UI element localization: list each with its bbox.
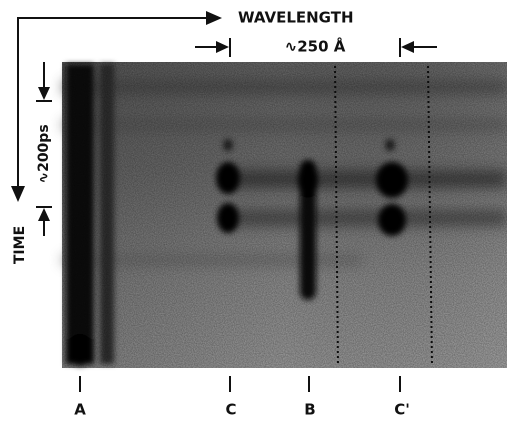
line-label: A: [74, 401, 86, 419]
line-label: C: [225, 401, 236, 419]
x-scale: ∿250 Å: [285, 37, 346, 56]
y-scale: ∿200ps: [36, 124, 52, 183]
line-label: C': [394, 401, 410, 419]
streak-image: [62, 62, 507, 368]
x-label: WAVELENGTH: [238, 9, 354, 27]
line-label: B: [304, 401, 315, 419]
y-label: TIME: [12, 226, 28, 264]
figure: WAVELENGTH ∿250 Å TIME ∿200ps A C B C': [0, 0, 507, 423]
